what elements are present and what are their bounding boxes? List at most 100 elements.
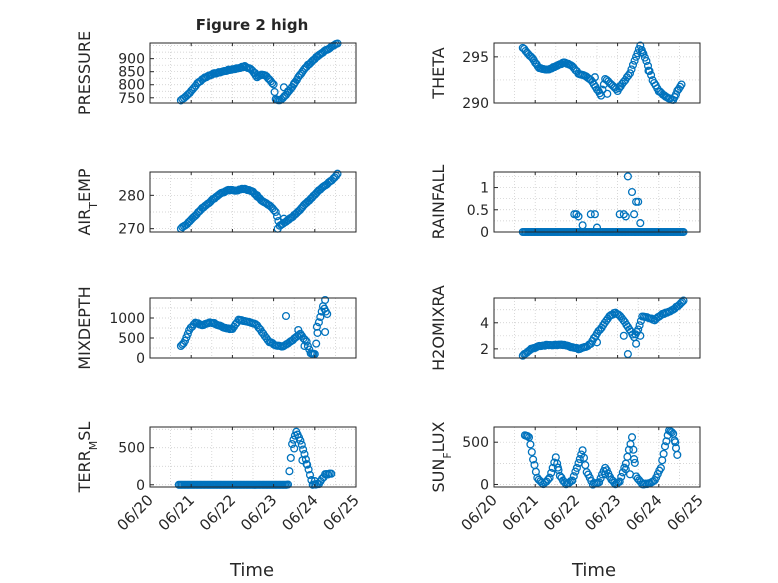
data-point [316,312,325,322]
data-point [586,210,595,219]
x-tick-label: 06/20 [458,491,501,534]
data-point [279,83,288,92]
y-tick-label: 500 [118,441,145,457]
data-point [678,297,687,307]
data-point [312,322,321,331]
x-tick-label: 06/20 [114,491,157,534]
data-point [627,433,637,442]
data-point [636,219,645,228]
data-point [572,210,581,219]
data-point [619,210,628,219]
data-point [638,48,647,57]
data-point [643,61,653,70]
data-point [305,470,315,480]
x-tick-label: 06/21 [155,491,198,534]
data-point [628,60,638,69]
figure-title: Figure 2 high [196,16,309,34]
data-point [547,468,556,477]
data-point [578,446,587,455]
x-tick-label: 06/24 [278,491,321,534]
data-point [285,467,294,476]
data-point [544,475,553,484]
data-point [629,445,638,454]
data-point [270,87,279,97]
data-point [294,325,303,335]
data-point [251,68,260,78]
data-point [302,337,311,346]
data-point [619,331,628,340]
data-point [321,327,330,337]
data-point [314,318,323,327]
data-point [590,210,599,219]
data-point [596,474,605,483]
data-point [623,350,632,359]
data-point [574,212,583,221]
data-point [625,69,635,78]
y-tick-label: 0 [136,478,145,494]
data-point [537,478,546,487]
data-point [634,197,643,206]
panel-h2omixra: 2 4 H2OMIXRA [429,285,701,371]
data-point [271,207,280,217]
x-tick-label: 06/25 [320,491,363,534]
data-point [268,79,277,88]
data-point [527,447,536,457]
y-tick-label: 500 [462,435,489,451]
axes-box [493,42,701,104]
data-point [290,444,299,453]
x-tick-label: 06/22 [540,491,583,534]
y-tick-label: 500 [118,331,145,347]
y-axis-label: PRESSURE [75,31,94,115]
y-axis-label: AIRTEMP [75,168,100,235]
data-point [671,438,680,447]
axes-box [149,171,357,233]
axes-box [493,171,701,233]
data-point [333,169,342,178]
data-point [642,56,651,66]
panel-rainfall: 0 0.5 1 RAINFALL [429,165,701,241]
data-point [636,331,645,340]
y-tick-label: 290 [462,96,489,112]
x-tick-label: 06/22 [196,491,239,534]
data-point [283,480,293,489]
data-point [677,80,686,89]
data-point [660,442,670,451]
x-tick-label: 06/23 [237,491,280,534]
y-tick-label: 0 [136,351,145,367]
data-point [288,439,297,449]
xlabel-left: Time [229,560,274,581]
x-tick-label: 06/24 [622,491,665,534]
data-point [625,470,635,479]
axes-box [493,426,701,488]
xlabel-right: Time [571,560,616,581]
data-point [299,445,308,454]
data-point [300,341,309,351]
data-point [296,436,305,445]
data-point [553,463,562,472]
data-point [302,459,311,469]
data-point [620,463,629,472]
y-tick-label: 4 [480,316,489,332]
data-point [615,477,624,486]
y-tick-label: 1 [480,181,489,197]
data-point [659,449,668,458]
x-tick-label: 06/25 [664,491,707,534]
x-tick-label: 06/21 [499,491,542,534]
data-point [592,338,602,347]
data-point [598,85,607,94]
y-tick-label: 0 [480,225,489,241]
data-point [603,89,612,98]
data-point [621,465,630,474]
data-point [290,79,299,88]
data-point [627,187,637,197]
y-tick-label: 0.5 [467,203,489,219]
data-point [312,339,321,348]
y-tick-label: 270 [118,222,145,238]
data-point [601,470,610,479]
y-axis-label: H2OMIXRA [429,285,448,371]
data-point [639,49,648,58]
